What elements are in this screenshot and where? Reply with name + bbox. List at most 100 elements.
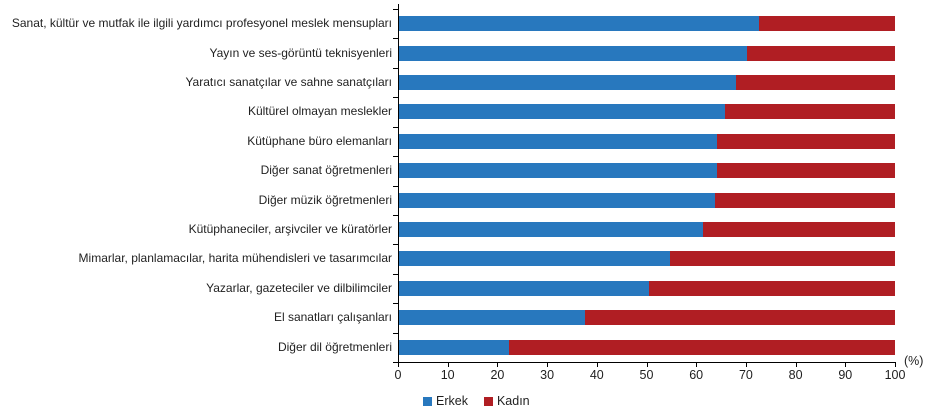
bar-segment-kadin: [717, 133, 895, 149]
bar-row: Mimarlar, planlamacılar, harita mühendis…: [0, 244, 895, 273]
legend: Erkek Kadın: [423, 394, 530, 408]
bar-segment-erkek: [398, 104, 726, 120]
bar-track: [398, 339, 895, 355]
bar-segment-kadin: [669, 251, 895, 267]
bar-segment-kadin: [584, 310, 895, 326]
bar-track: [398, 163, 895, 179]
category-label: Mimarlar, planlamacılar, harita mühendis…: [78, 251, 392, 266]
bar-rows: Sanat, kültür ve mutfak ile ilgili yardı…: [0, 9, 895, 362]
bar-row: El sanatları çalışanları: [0, 303, 895, 332]
y-tick: [393, 156, 398, 158]
bar-track: [398, 104, 895, 120]
bar-track: [398, 192, 895, 208]
x-tick-label: 0: [394, 368, 402, 382]
x-tick-label: 90: [838, 368, 853, 382]
bar-segment-kadin: [715, 192, 895, 208]
bar-track: [398, 45, 895, 61]
bar-segment-kadin: [725, 104, 895, 120]
category-label: Yaratıcı sanatçılar ve sahne sanatçıları: [185, 74, 392, 89]
x-tick-label: 80: [788, 368, 803, 382]
y-tick: [393, 185, 398, 187]
bar-segment-kadin: [508, 339, 895, 355]
bar-row: Yayın ve ses-görüntü teknisyenleri: [0, 38, 895, 67]
bar-segment-erkek: [398, 133, 718, 149]
bar-row: Diğer müzik öğretmenleri: [0, 185, 895, 214]
y-tick: [393, 9, 398, 10]
axis-unit-label: (%): [904, 354, 924, 368]
erkek-swatch-icon: [423, 396, 432, 406]
legend-item-erkek: Erkek: [423, 394, 468, 408]
bar-track: [398, 222, 895, 238]
bar-segment-kadin: [758, 16, 895, 32]
y-axis-line: [398, 4, 399, 362]
y-tick: [393, 214, 398, 216]
category-label: El sanatları çalışanları: [273, 310, 392, 325]
y-tick: [393, 303, 398, 305]
bar-segment-kadin: [746, 45, 895, 61]
bar-track: [398, 251, 895, 267]
bar-segment-kadin: [717, 163, 895, 179]
x-tick: [596, 363, 598, 367]
legend-item-kadin: Kadın: [483, 394, 530, 408]
bar-track: [398, 75, 895, 91]
x-tick-label: 20: [490, 368, 505, 382]
bar-segment-erkek: [398, 45, 747, 61]
category-label: Diğer müzik öğretmenleri: [258, 192, 392, 207]
x-tick: [795, 363, 797, 367]
x-tick: [447, 363, 449, 367]
bar-track: [398, 16, 895, 32]
y-tick: [393, 332, 398, 334]
category-label: Diğer sanat öğretmenleri: [260, 163, 392, 178]
bar-segment-erkek: [398, 310, 585, 326]
x-tick-label: 70: [738, 368, 753, 382]
bar-row: Yazarlar, gazeteciler ve dilbilimciler: [0, 274, 895, 303]
bar-segment-erkek: [398, 280, 650, 296]
legend-label-erkek: Erkek: [436, 394, 468, 408]
bar-segment-erkek: [398, 163, 718, 179]
y-tick: [393, 273, 398, 275]
bar-track: [398, 310, 895, 326]
x-tick: [646, 363, 648, 367]
x-tick: [895, 363, 896, 367]
y-tick: [393, 97, 398, 99]
bar-row: Diğer dil öğretmenleri: [0, 332, 895, 361]
category-label: Kültürel olmayan meslekler: [247, 104, 392, 119]
bar-row: Yaratıcı sanatçılar ve sahne sanatçıları: [0, 68, 895, 97]
x-tick: [696, 363, 698, 367]
y-tick: [393, 67, 398, 69]
y-tick: [393, 126, 398, 128]
bar-row: Kütüphane büro elemanları: [0, 127, 895, 156]
bar-row: Sanat, kültür ve mutfak ile ilgili yardı…: [0, 9, 895, 38]
y-tick: [393, 362, 398, 363]
y-tick: [393, 244, 398, 246]
bar-track: [398, 133, 895, 149]
category-label: Kütüphaneciler, arşivciler ve küratörler: [188, 221, 392, 236]
bar-segment-erkek: [398, 251, 670, 267]
x-tick-label: 100: [884, 368, 906, 382]
bar-segment-erkek: [398, 192, 716, 208]
legend-label-kadin: Kadın: [496, 394, 530, 408]
x-tick: [745, 363, 747, 367]
bar-segment-erkek: [398, 339, 509, 355]
x-tick-label: 60: [689, 368, 704, 382]
x-tick: [845, 363, 847, 367]
category-label: Kütüphane büro elemanları: [247, 133, 392, 148]
bar-segment-kadin: [649, 280, 895, 296]
x-axis-line: [398, 362, 896, 363]
y-tick: [393, 38, 398, 40]
bar-track: [398, 280, 895, 296]
x-tick-label: 10: [440, 368, 455, 382]
category-label: Sanat, kültür ve mutfak ile ilgili yardı…: [11, 16, 392, 31]
category-label: Diğer dil öğretmenleri: [277, 339, 392, 354]
bar-segment-kadin: [702, 222, 895, 238]
bar-segment-erkek: [398, 222, 703, 238]
category-label: Yazarlar, gazeteciler ve dilbilimciler: [206, 280, 392, 295]
x-tick: [497, 363, 499, 367]
bar-segment-erkek: [398, 75, 736, 91]
bar-segment-erkek: [398, 16, 759, 32]
bar-row: Diğer sanat öğretmenleri: [0, 156, 895, 185]
bar-segment-kadin: [735, 75, 895, 91]
bar-row: Kültürel olmayan meslekler: [0, 97, 895, 126]
x-tick: [547, 363, 549, 367]
